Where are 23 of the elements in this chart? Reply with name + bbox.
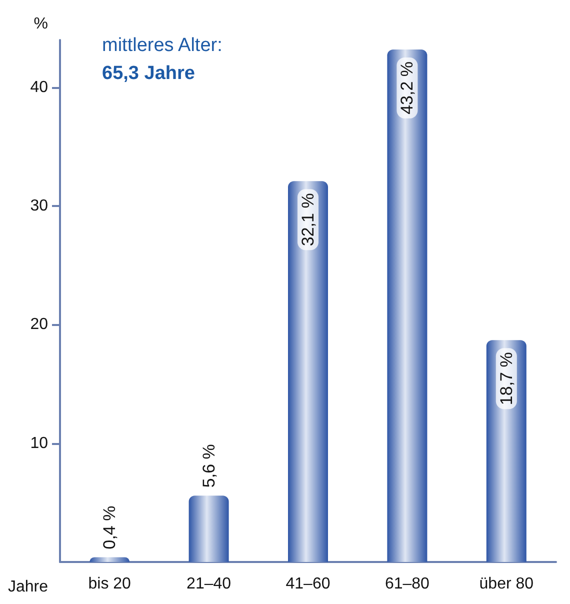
x-axis-title: Jahre xyxy=(8,578,48,596)
x-tick-label: bis 20 xyxy=(88,576,132,592)
data-label: 43,2 % xyxy=(398,61,417,114)
y-tick-label: 40 xyxy=(30,78,48,96)
y-axis-title: % xyxy=(34,16,48,32)
bar xyxy=(188,496,229,562)
data-label: 5,6 % xyxy=(199,444,218,488)
data-label: 18,7 % xyxy=(496,352,516,406)
x-tick-label: 41–60 xyxy=(286,576,330,592)
annotation: mittleres Alter: xyxy=(102,35,222,56)
x-tick-label: 21–40 xyxy=(186,576,232,592)
y-tick-label: 10 xyxy=(30,434,48,452)
y-tick-label: 20 xyxy=(30,316,48,334)
bar xyxy=(387,49,428,562)
data-label: 0,4 % xyxy=(100,506,120,550)
data-label: 32,1 % xyxy=(298,193,318,246)
x-tick-label: über 80 xyxy=(479,576,534,592)
x-tick-label: 61–80 xyxy=(384,576,430,592)
bar xyxy=(288,181,328,562)
bar xyxy=(90,557,130,562)
annotation: 65,3 Jahre xyxy=(102,63,195,84)
bar xyxy=(486,340,526,562)
y-tick-label: 30 xyxy=(30,198,48,215)
